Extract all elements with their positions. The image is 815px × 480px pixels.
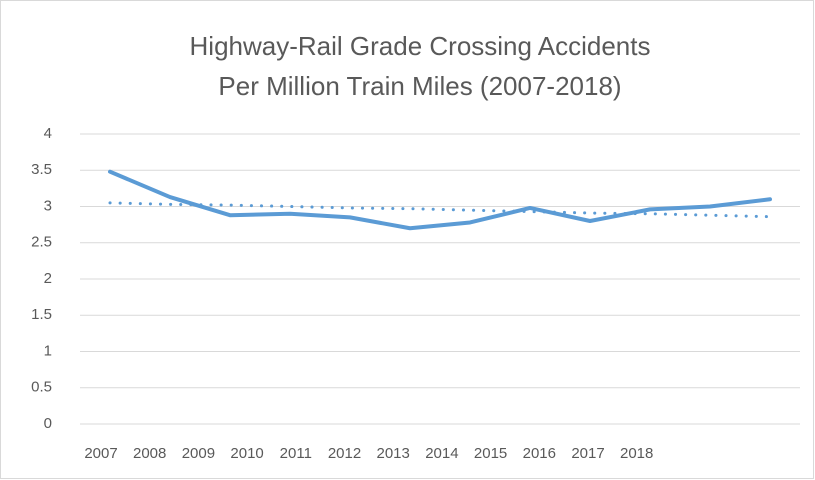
- chart-title: Highway-Rail Grade Crossing Accidents: [190, 31, 651, 61]
- x-tick-label: 2018: [620, 445, 653, 462]
- y-tick-label: 2.5: [31, 234, 52, 251]
- data-line: [108, 169, 772, 231]
- x-tick-label: 2007: [84, 445, 117, 462]
- x-tick-label: 2010: [230, 445, 263, 462]
- trend-line: [108, 201, 772, 219]
- x-tick-label: 2011: [280, 445, 312, 462]
- y-tick-label: 1.5: [31, 306, 52, 323]
- y-tick-label: 3.5: [31, 161, 52, 178]
- y-tick-label: 4: [44, 125, 52, 142]
- x-tick-label: 2016: [523, 445, 556, 462]
- x-tick-label: 2012: [328, 445, 361, 462]
- x-tick-label: 2008: [133, 445, 166, 462]
- y-tick-label: 0.5: [31, 379, 52, 396]
- y-tick-label: 1: [44, 342, 52, 359]
- x-tick-label: 2013: [377, 445, 410, 462]
- y-tick-label: 0: [44, 415, 52, 432]
- y-tick-label: 2: [44, 270, 52, 287]
- y-tick-label: 3: [44, 197, 52, 214]
- chart-title: Per Million Train Miles (2007-2018): [218, 71, 621, 101]
- x-tick-label: 2009: [182, 445, 215, 462]
- x-tick-label: 2015: [474, 445, 507, 462]
- x-tick-label: 2014: [425, 445, 458, 462]
- x-tick-label: 2017: [571, 445, 604, 462]
